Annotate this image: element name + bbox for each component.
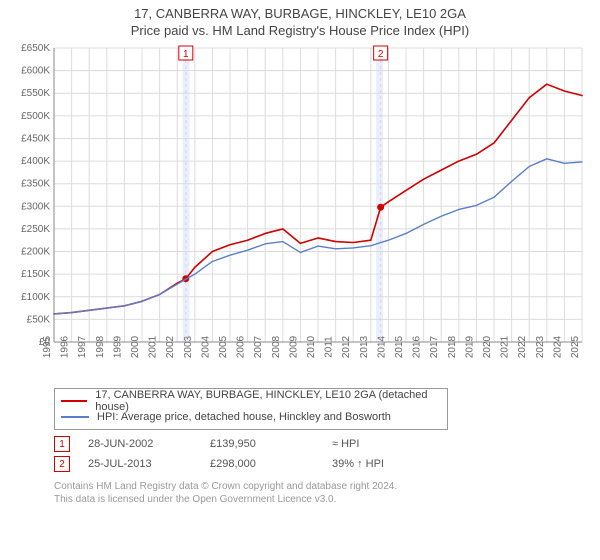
svg-text:£200K: £200K [21,247,50,258]
svg-text:2003: 2003 [183,335,194,358]
svg-text:£500K: £500K [21,111,50,122]
svg-text:2018: 2018 [447,335,458,358]
svg-text:£400K: £400K [21,156,50,167]
table-row: 2 25-JUL-2013£298,00039% ↑ HPI [54,454,396,474]
svg-text:2016: 2016 [412,335,423,358]
svg-text:2020: 2020 [482,335,493,358]
svg-text:2010: 2010 [306,335,317,358]
footer-line-2: This data is licensed under the Open Gov… [54,493,590,506]
svg-text:1999: 1999 [112,335,123,358]
svg-text:£50K: £50K [27,314,51,325]
svg-text:2012: 2012 [341,335,352,358]
legend-label: 17, CANBERRA WAY, BURBAGE, HINCKLEY, LE1… [95,389,441,413]
svg-text:1996: 1996 [60,335,71,358]
svg-text:2006: 2006 [236,335,247,358]
sale-vs-hpi: ≈ HPI [332,434,396,454]
svg-text:2005: 2005 [218,335,229,358]
svg-text:£550K: £550K [21,88,50,99]
title-address: 17, CANBERRA WAY, BURBAGE, HINCKLEY, LE1… [8,6,592,21]
svg-text:2024: 2024 [552,335,563,358]
svg-text:2: 2 [378,49,384,60]
svg-text:2004: 2004 [200,335,211,358]
svg-text:£650K: £650K [21,43,50,54]
svg-text:£100K: £100K [21,292,50,303]
svg-text:2014: 2014 [376,335,387,358]
svg-text:£250K: £250K [21,224,50,235]
sale-price: £298,000 [210,454,332,474]
sales-table: 1 28-JUN-2002£139,950≈ HPI 2 25-JUL-2013£29… [54,434,396,474]
sale-date: 25-JUL-2013 [88,454,210,474]
svg-text:2022: 2022 [517,335,528,358]
svg-text:£300K: £300K [21,201,50,212]
legend-swatch [61,400,87,402]
legend-label: HPI: Average price, detached house, Hinc… [97,411,391,423]
footer-line-1: Contains HM Land Registry data © Crown c… [54,480,590,493]
svg-text:2011: 2011 [324,336,335,358]
svg-text:1998: 1998 [95,335,106,358]
price-hpi-line-chart: £0£50K£100K£150K£200K£250K£300K£350K£400… [8,42,588,382]
svg-text:1997: 1997 [77,335,88,358]
svg-text:£350K: £350K [21,179,50,190]
svg-text:£450K: £450K [21,133,50,144]
svg-text:2007: 2007 [253,335,264,358]
legend-item: HPI: Average price, detached house, Hinc… [61,409,441,425]
title-subtitle: Price paid vs. HM Land Registry's House … [8,23,592,38]
sale-marker-icon: 2 [54,456,70,472]
svg-text:2013: 2013 [359,335,370,358]
svg-text:2023: 2023 [535,335,546,358]
legend-swatch [61,416,89,418]
chart-area: £0£50K£100K£150K£200K£250K£300K£350K£400… [8,42,592,382]
table-row: 1 28-JUN-2002£139,950≈ HPI [54,434,396,454]
svg-text:2017: 2017 [429,335,440,358]
svg-text:1: 1 [183,49,189,60]
svg-text:1995: 1995 [42,335,53,358]
svg-text:2002: 2002 [165,335,176,358]
chart-title-block: 17, CANBERRA WAY, BURBAGE, HINCKLEY, LE1… [8,6,592,38]
svg-text:2009: 2009 [288,335,299,358]
legend: 17, CANBERRA WAY, BURBAGE, HINCKLEY, LE1… [54,388,448,430]
svg-text:2008: 2008 [271,335,282,358]
svg-text:2021: 2021 [500,335,511,358]
sale-marker-icon: 1 [54,436,70,452]
svg-text:£150K: £150K [21,269,50,280]
svg-text:2019: 2019 [464,335,475,358]
svg-text:2000: 2000 [130,335,141,358]
svg-text:£600K: £600K [21,66,50,77]
sale-date: 28-JUN-2002 [88,434,210,454]
data-attribution: Contains HM Land Registry data © Crown c… [54,480,590,506]
sale-vs-hpi: 39% ↑ HPI [332,454,396,474]
sale-price: £139,950 [210,434,332,454]
svg-text:2001: 2001 [148,335,159,358]
svg-text:2025: 2025 [570,335,581,358]
legend-item: 17, CANBERRA WAY, BURBAGE, HINCKLEY, LE1… [61,393,441,409]
svg-text:2015: 2015 [394,335,405,358]
